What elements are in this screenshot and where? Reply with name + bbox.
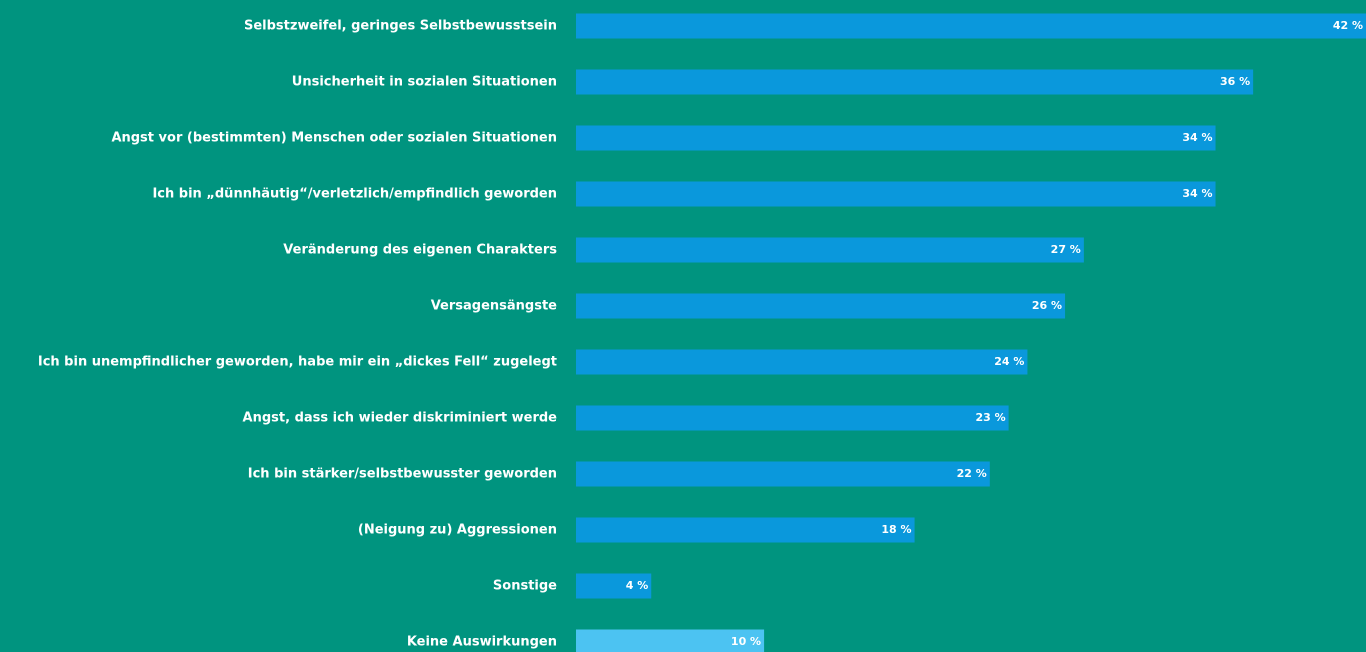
category-label: Ich bin unempfindlicher geworden, habe m…: [38, 355, 557, 370]
category-label: Unsicherheit in sozialen Situationen: [292, 75, 557, 90]
value-label: 4 %: [626, 579, 649, 592]
value-label: 34 %: [1182, 131, 1212, 144]
bar: [576, 125, 1216, 151]
bar: [576, 13, 1366, 39]
bar: [576, 573, 652, 599]
value-label: 36 %: [1220, 75, 1250, 88]
category-label: Ich bin stärker/selbstbewusster geworden: [248, 467, 557, 482]
value-label: 24 %: [994, 355, 1024, 368]
category-label: Veränderung des eigenen Charakters: [283, 243, 557, 258]
category-label: Selbstzweifel, geringes Selbstbewusstsei…: [244, 19, 557, 34]
bar: [576, 405, 1009, 431]
value-label: 34 %: [1182, 187, 1212, 200]
category-label: Versagensängste: [431, 299, 557, 314]
bar: [576, 237, 1084, 263]
category-label: Keine Auswirkungen: [407, 635, 557, 650]
category-label: (Neigung zu) Aggressionen: [358, 523, 557, 538]
category-label: Angst, dass ich wieder diskriminiert wer…: [243, 411, 558, 426]
category-label: Ich bin „dünnhäutig“/verletzlich/empfind…: [152, 187, 557, 202]
value-label: 26 %: [1032, 299, 1062, 312]
bar: [576, 181, 1216, 207]
value-label: 23 %: [975, 411, 1005, 424]
bar: [576, 69, 1254, 95]
value-label: 42 %: [1333, 19, 1363, 32]
value-label: 18 %: [881, 523, 911, 536]
value-label: 22 %: [957, 467, 987, 480]
bar: [576, 349, 1028, 375]
bar: [576, 629, 765, 652]
bar: [576, 293, 1066, 319]
category-label: Angst vor (bestimmten) Menschen oder soz…: [111, 131, 557, 146]
value-label: 10 %: [731, 635, 761, 648]
bar: [576, 461, 990, 487]
value-label: 27 %: [1051, 243, 1081, 256]
category-label: Sonstige: [493, 579, 557, 594]
bar: [576, 517, 915, 543]
